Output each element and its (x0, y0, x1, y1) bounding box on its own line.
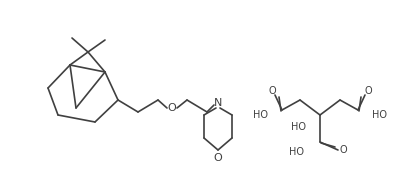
Text: O: O (339, 145, 347, 155)
Text: HO: HO (289, 147, 304, 157)
Text: N: N (214, 98, 222, 108)
Text: O: O (168, 103, 176, 113)
Text: O: O (268, 86, 276, 96)
Text: HO: HO (372, 110, 387, 120)
Text: O: O (364, 86, 372, 96)
Text: HO: HO (291, 122, 306, 132)
Text: O: O (214, 153, 222, 163)
Text: HO: HO (253, 110, 268, 120)
